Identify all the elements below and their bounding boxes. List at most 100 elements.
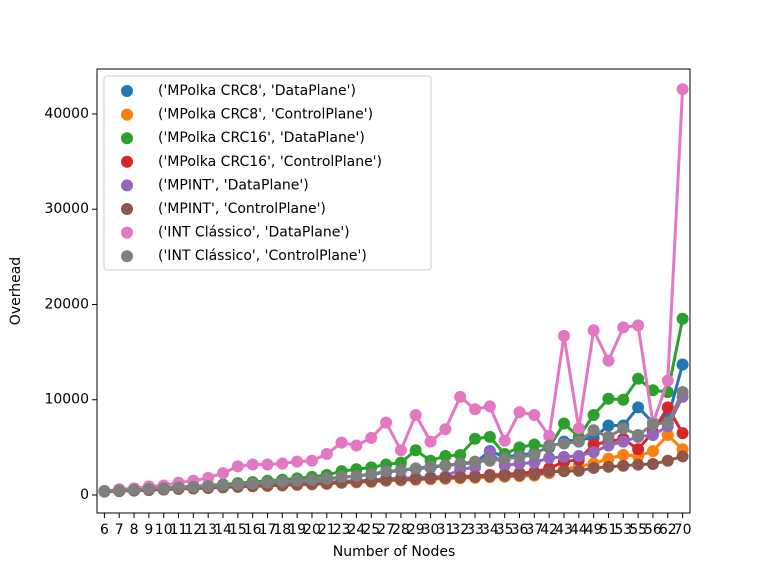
point [602, 460, 615, 473]
point [409, 408, 422, 421]
point [572, 449, 585, 462]
point [617, 321, 630, 334]
point [231, 460, 244, 473]
x-tick-label: 70 [674, 522, 692, 538]
legend-label: ('MPINT', 'ControlPlane') [158, 201, 326, 217]
legend: ('MPolka CRC8', 'DataPlane') ('MPolka CRC… [103, 75, 432, 271]
x-tick-label: 35 [496, 522, 514, 538]
point [602, 430, 615, 443]
point [469, 432, 482, 445]
point [409, 462, 422, 475]
point [128, 483, 141, 496]
point [543, 439, 556, 452]
point [572, 422, 585, 435]
legend-label: ('MPolka CRC8', 'DataPlane') [158, 83, 356, 99]
point [543, 429, 556, 442]
point [528, 448, 541, 461]
legend-label: ('MPolka CRC16', 'DataPlane') [158, 130, 365, 146]
point [587, 461, 600, 474]
point [513, 450, 526, 463]
point [483, 454, 496, 467]
y-axis-label: Overhead [8, 257, 24, 325]
x-tick-label: 29 [407, 522, 425, 538]
point [187, 480, 200, 493]
legend-marker [121, 226, 133, 239]
x-tick-label: 24 [348, 522, 366, 538]
y-tick-label: 10000 [44, 392, 89, 408]
point [661, 416, 674, 429]
point [632, 428, 645, 441]
point [632, 372, 645, 385]
point [498, 452, 511, 465]
point [261, 476, 274, 489]
point [439, 423, 452, 436]
point [513, 406, 526, 419]
x-tick-label: 44 [570, 522, 588, 538]
x-tick-label: 17 [259, 522, 277, 538]
y-tick-label: 30000 [44, 201, 89, 217]
point [587, 324, 600, 337]
x-tick-label: 32 [451, 522, 469, 538]
point [142, 483, 155, 496]
x-tick-label: 8 [130, 522, 139, 538]
x-tick-label: 33 [466, 522, 484, 538]
point [617, 459, 630, 472]
point [365, 431, 378, 444]
point [543, 465, 556, 478]
legend-marker [121, 132, 133, 145]
y-tick-label: 40000 [44, 106, 89, 122]
point [380, 465, 393, 478]
x-tick-label: 13 [199, 522, 217, 538]
point [409, 444, 422, 457]
legend-label: ('MPINT', 'DataPlane') [158, 177, 309, 193]
legend-label: ('INT Clássico', 'ControlPlane') [158, 248, 367, 264]
point [617, 435, 630, 448]
point [335, 470, 348, 483]
point [231, 478, 244, 491]
point [291, 474, 304, 487]
point [454, 390, 467, 403]
point [291, 455, 304, 468]
point [305, 454, 318, 467]
point [528, 438, 541, 451]
point [365, 468, 378, 481]
legend-box [103, 75, 432, 271]
point [528, 468, 541, 481]
point [246, 477, 259, 490]
legend-label: ('MPolka CRC16', 'ControlPlane') [158, 154, 382, 170]
legend-label: ('MPolka CRC8', 'ControlPlane') [158, 107, 373, 123]
legend-marker [121, 85, 133, 97]
x-tick-label: 30 [422, 522, 440, 538]
point [617, 448, 630, 461]
point [380, 474, 393, 487]
point [305, 473, 318, 486]
x-tick-label: 9 [144, 522, 153, 538]
point [483, 470, 496, 483]
point [661, 454, 674, 467]
point [246, 458, 259, 471]
point [409, 472, 422, 485]
legend-marker [121, 179, 133, 192]
point [528, 408, 541, 421]
point [350, 439, 363, 452]
x-tick-label: 19 [288, 522, 306, 538]
point [632, 401, 645, 414]
point [646, 458, 659, 471]
point [276, 475, 289, 488]
point [572, 464, 585, 477]
point [572, 435, 585, 448]
point [661, 401, 674, 414]
x-axis-label: Number of Nodes [333, 544, 455, 560]
x-tick-label: 51 [600, 522, 618, 538]
x-tick-label: 55 [629, 522, 647, 538]
point [454, 457, 467, 470]
point [202, 471, 215, 484]
point [320, 448, 333, 461]
point [676, 450, 689, 463]
x-tick-label: 6 [100, 522, 109, 538]
point [454, 471, 467, 484]
point [513, 469, 526, 482]
point [676, 427, 689, 440]
point [217, 479, 230, 492]
